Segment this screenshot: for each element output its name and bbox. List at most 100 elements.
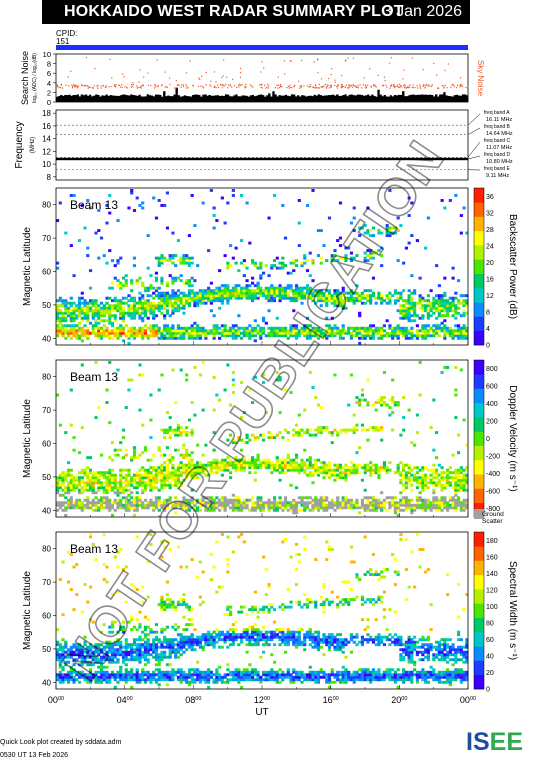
heatmap-cell [135, 496, 139, 500]
heatmap-cell [424, 498, 428, 502]
sky-noise-point [67, 76, 69, 78]
heatmap-cell [308, 458, 312, 462]
heatmap-cell [69, 553, 73, 556]
heatmap-cell [426, 503, 430, 507]
heatmap-cell [179, 473, 183, 477]
heatmap-cell [377, 291, 381, 295]
heatmap-cell [336, 501, 340, 505]
heatmap-cell [437, 498, 441, 502]
heatmap-cell [185, 463, 189, 467]
search-noise-bar [224, 94, 228, 102]
heatmap-cell [94, 501, 98, 505]
heatmap-cell [121, 625, 126, 629]
heatmap-cell [451, 331, 455, 335]
heatmap-cell [385, 508, 389, 512]
heatmap-cell [325, 466, 329, 470]
heatmap-cell [212, 226, 216, 230]
heatmap-cell [248, 388, 252, 392]
heatmap-cell [338, 336, 343, 340]
heatmap-cell [360, 503, 365, 507]
search-noise-bar [146, 94, 149, 102]
heatmap-cell [237, 296, 241, 300]
heatmap-cell [86, 246, 90, 250]
heatmap-cell [86, 329, 90, 333]
heatmap-cell [336, 329, 340, 333]
heatmap-cell [292, 261, 296, 265]
heatmap-cell [105, 506, 109, 510]
heatmap-cell [272, 506, 277, 510]
sky-noise-point [76, 87, 78, 89]
heatmap-cell [226, 363, 230, 367]
heatmap-cell [185, 471, 189, 475]
heatmap-cell [377, 426, 381, 430]
heatmap-cell [198, 463, 202, 467]
heatmap-cell [336, 463, 340, 467]
sky-noise-point [356, 86, 358, 89]
heatmap-cell [454, 388, 458, 392]
heatmap-cell [176, 476, 180, 480]
heatmap-cell [432, 329, 436, 333]
sky-noise-point [258, 84, 261, 86]
heatmap-cell [360, 466, 365, 470]
heatmap-cell [242, 329, 246, 333]
heatmap-cell [215, 326, 219, 330]
heatmap-cell [410, 488, 414, 492]
heatmap-cell [157, 286, 161, 290]
sky-noise-point [348, 86, 350, 88]
search-noise-bar [447, 95, 450, 102]
heatmap-cell [119, 503, 123, 507]
search-noise-bar [270, 96, 273, 102]
heatmap-cell [465, 311, 469, 315]
heatmap-cell [171, 503, 175, 507]
heatmap-cell [190, 334, 194, 338]
sky-noise-point [217, 84, 219, 86]
heatmap-cell [352, 503, 356, 507]
heatmap-cell [256, 289, 260, 293]
heatmap-cell [105, 488, 109, 492]
heatmap-cell [185, 378, 189, 382]
search-noise-bar [432, 96, 436, 102]
heatmap-cell [314, 471, 318, 475]
heatmap-cell [410, 511, 414, 515]
heatmap-cell [407, 301, 411, 305]
heatmap-cell [421, 299, 425, 303]
heatmap-cell [160, 476, 164, 480]
heatmap-cell [119, 301, 123, 305]
heatmap-cell [141, 336, 145, 340]
heatmap-cell [415, 334, 419, 338]
heatmap-cell [77, 663, 82, 667]
heatmap-cell [275, 463, 279, 467]
heatmap-cell [165, 301, 170, 305]
heatmap-cell [319, 496, 323, 500]
heatmap-cell [149, 393, 153, 397]
heatmap-cell [108, 468, 112, 472]
heatmap-cell [327, 506, 332, 510]
heatmap-cell [443, 496, 447, 500]
heatmap-cell [234, 463, 238, 467]
heatmap-cell [119, 483, 123, 487]
heatmap-cell [135, 650, 139, 654]
heatmap-cell [77, 301, 82, 305]
frequency-band-label: freq band C [484, 138, 511, 144]
heatmap-cell [391, 428, 395, 432]
heatmap-cell [72, 663, 76, 667]
heatmap-cell [314, 503, 318, 507]
heatmap-cell [121, 675, 126, 679]
heatmap-cell [141, 473, 145, 477]
heatmap-cell [429, 501, 433, 505]
heatmap-cell [149, 466, 153, 470]
heatmap-cell [130, 281, 134, 285]
heatmap-cell [138, 476, 142, 480]
heatmap-cell [341, 476, 345, 480]
heatmap-cell [338, 334, 343, 338]
heatmap-cell [110, 286, 115, 290]
heatmap-cell [363, 296, 367, 300]
heatmap-cell [358, 463, 362, 467]
heatmap-cell [297, 471, 301, 475]
heatmap-cell [190, 296, 194, 300]
heatmap-cell [336, 503, 340, 507]
heatmap-cell [223, 468, 227, 472]
heatmap-cell [165, 468, 170, 472]
heatmap-cell [165, 498, 170, 502]
heatmap-cell [66, 331, 71, 335]
